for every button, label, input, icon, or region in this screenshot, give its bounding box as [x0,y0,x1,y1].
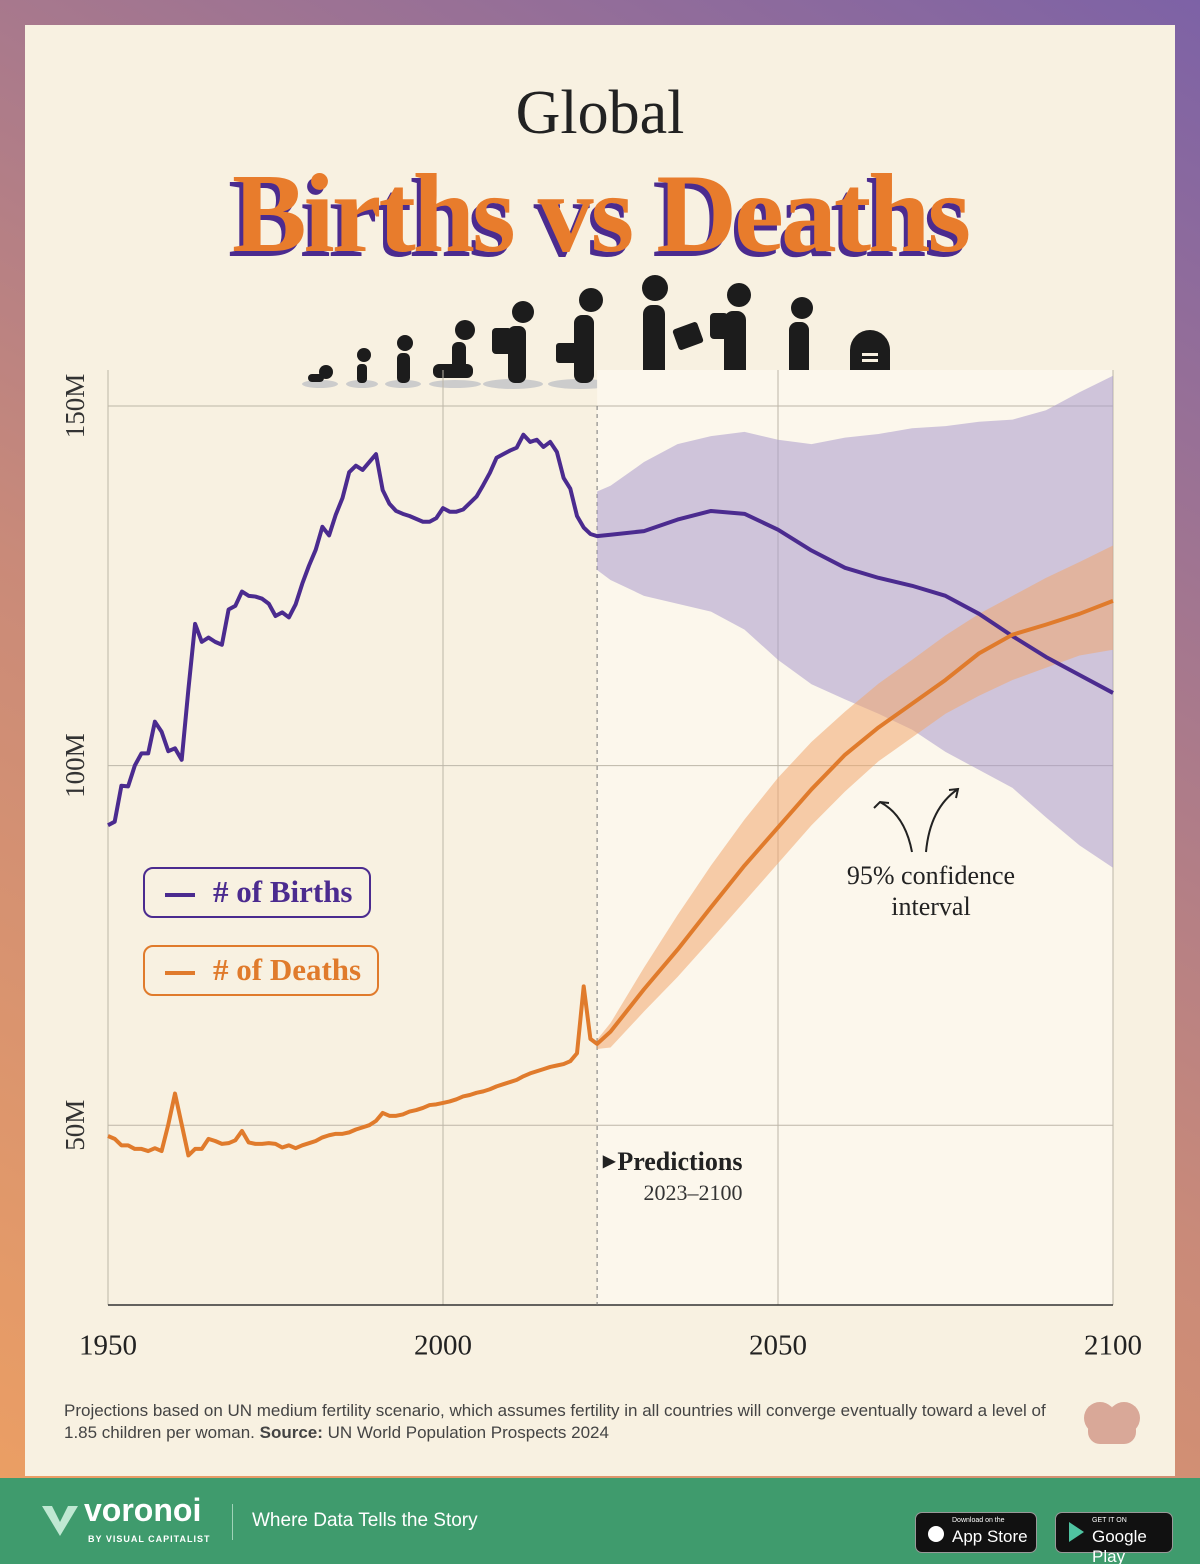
brand-icon [42,1506,78,1536]
legend-entry: # of Births [143,867,371,918]
arrow [879,801,913,853]
x-tick-label: 2000 [414,1330,472,1362]
chart-title: Births vs Deaths [231,152,971,276]
y-tick-label: 50M [60,1100,90,1151]
y-tick-label: 150M [60,374,90,439]
marker: ▶ [603,1153,616,1170]
footer: voronoi BY VISUAL CAPITALIST Where Data … [0,1478,1200,1564]
store-big: Google Play [1092,1527,1147,1564]
confidence-band [597,545,1113,1049]
series-line [107,599,1114,1158]
x-tick-label: 2100 [1084,1330,1142,1362]
ci-annotation: 95% confidence interval [846,861,1016,921]
series-line [107,432,1114,828]
chart: 50M 100M 150M 1950 2000 2050 2100 [60,275,1142,1444]
x-tick-label: 2050 [749,1330,807,1362]
brand: voronoi [84,1492,202,1528]
google-play-button[interactable]: GET IT ON Google Play [1055,1512,1173,1564]
store-big: App Store [952,1527,1028,1546]
label: Predictions [617,1147,743,1176]
y-tick-label: 100M [60,733,90,798]
supertitle: Global [515,79,685,147]
source: UN World Population Prospects 2024 [327,1423,609,1442]
play-icon [1069,1522,1084,1542]
arrow [925,788,959,853]
confidence-band [597,375,1113,868]
apple-icon [928,1526,944,1542]
ci-arrows [873,787,960,853]
logo-mark [1084,1402,1140,1444]
tagline: Where Data Tells the Story [252,1510,478,1531]
footnote: Projections based on UN medium fertility… [64,1400,1054,1444]
divider [232,1504,233,1540]
legend-entry: # of Deaths [143,945,380,996]
predictions-label: ▶Predictions [603,1147,743,1177]
x-tick-label: 1950 [79,1330,137,1362]
source-label: Source: [259,1423,323,1442]
note: Projections based on UN medium fertility… [64,1401,1046,1442]
store-small: GET IT ON [1092,1517,1127,1524]
predictions-range: 2023–2100 [643,1180,743,1205]
arrow-head [873,800,890,809]
byline: BY VISUAL CAPITALIST [88,1534,211,1544]
arrow-head [948,787,960,799]
app-store-button[interactable]: Download on the App Store [915,1512,1037,1553]
store-small: Download on the [952,1517,1005,1524]
